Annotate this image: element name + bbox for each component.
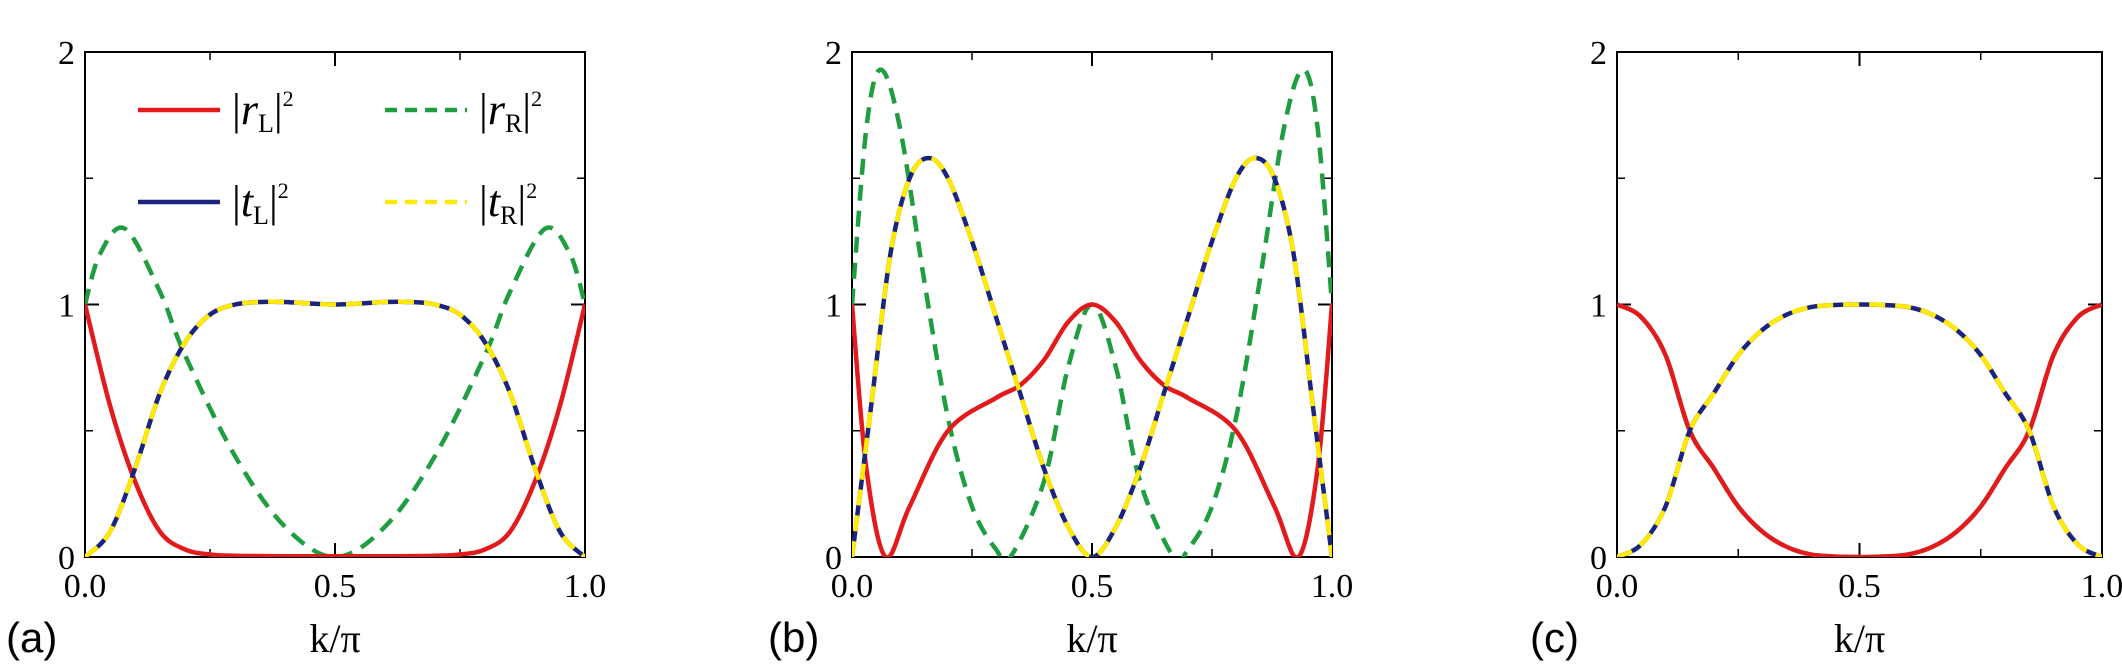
legend-entry-r-l: |rL|2 bbox=[138, 85, 294, 138]
x-axis-label: k/π bbox=[1066, 616, 1117, 661]
panel-3: 0.0 0.5 1.0 0 1 2 k/π (c) bbox=[1530, 35, 2122, 661]
series-line-r-r bbox=[85, 225, 585, 557]
series-line-t-r bbox=[1617, 302, 2102, 557]
y-tick-label: 1 bbox=[58, 288, 75, 325]
panel-label: (c) bbox=[1530, 614, 1579, 661]
series-line-t-l bbox=[852, 155, 1332, 557]
y-tick-label: 1 bbox=[825, 288, 842, 325]
series-line-t-r bbox=[85, 299, 585, 557]
legend-label: |tL|2 bbox=[232, 177, 289, 230]
x-tick-label: 0.5 bbox=[1071, 568, 1114, 605]
x-axis-label: k/π bbox=[309, 616, 360, 661]
x-tick-label: 1.0 bbox=[564, 568, 607, 605]
y-tick-label: 2 bbox=[58, 35, 75, 72]
x-tick-label: 0.0 bbox=[831, 568, 874, 605]
y-tick-label: 1 bbox=[1590, 288, 1607, 325]
y-tick-label: 0 bbox=[825, 540, 842, 577]
legend-entry-t-l: |tL|2 bbox=[138, 177, 289, 230]
x-tick-label: 0.5 bbox=[1838, 568, 1881, 605]
x-tick-label: 0.5 bbox=[314, 568, 357, 605]
panel-label: (b) bbox=[768, 614, 819, 661]
x-tick-label: 1.0 bbox=[2081, 568, 2122, 605]
y-tick-label: 2 bbox=[1590, 35, 1607, 72]
series-line-r-l bbox=[1617, 302, 2102, 557]
legend-entry-t-r: |tR|2 bbox=[385, 177, 537, 230]
series-line-t-r bbox=[852, 155, 1332, 557]
series-line-r-r bbox=[852, 67, 1332, 557]
x-axis-label: k/π bbox=[1834, 616, 1885, 661]
legend-label: |tR|2 bbox=[479, 177, 537, 230]
panel-label: (a) bbox=[6, 614, 57, 661]
series-line-t-l bbox=[85, 299, 585, 557]
panel-2: 0.0 0.5 1.0 0 1 2 k/π (b) bbox=[768, 35, 1353, 661]
x-tick-label: 1.0 bbox=[1311, 568, 1354, 605]
series-group bbox=[1617, 302, 2102, 557]
legend: |rL|2 |rR|2 |tL|2 |tR|2 bbox=[138, 85, 542, 230]
y-tick-label: 2 bbox=[825, 35, 842, 72]
panel-1: 0.0 0.5 1.0 0 1 2 k/π (a) bbox=[6, 35, 606, 661]
series-line-r-l bbox=[852, 302, 1332, 557]
x-tick-label: 0.0 bbox=[64, 568, 107, 605]
series-group bbox=[852, 67, 1332, 557]
legend-label: |rL|2 bbox=[232, 85, 294, 138]
series-group bbox=[85, 225, 585, 557]
x-tick-label: 0.0 bbox=[1596, 568, 1639, 605]
legend-entry-r-r: |rR|2 bbox=[385, 85, 542, 138]
series-line-r-l bbox=[85, 303, 585, 557]
y-tick-label: 0 bbox=[1590, 540, 1607, 577]
legend-label: |rR|2 bbox=[479, 85, 542, 138]
y-tick-label: 0 bbox=[58, 540, 75, 577]
